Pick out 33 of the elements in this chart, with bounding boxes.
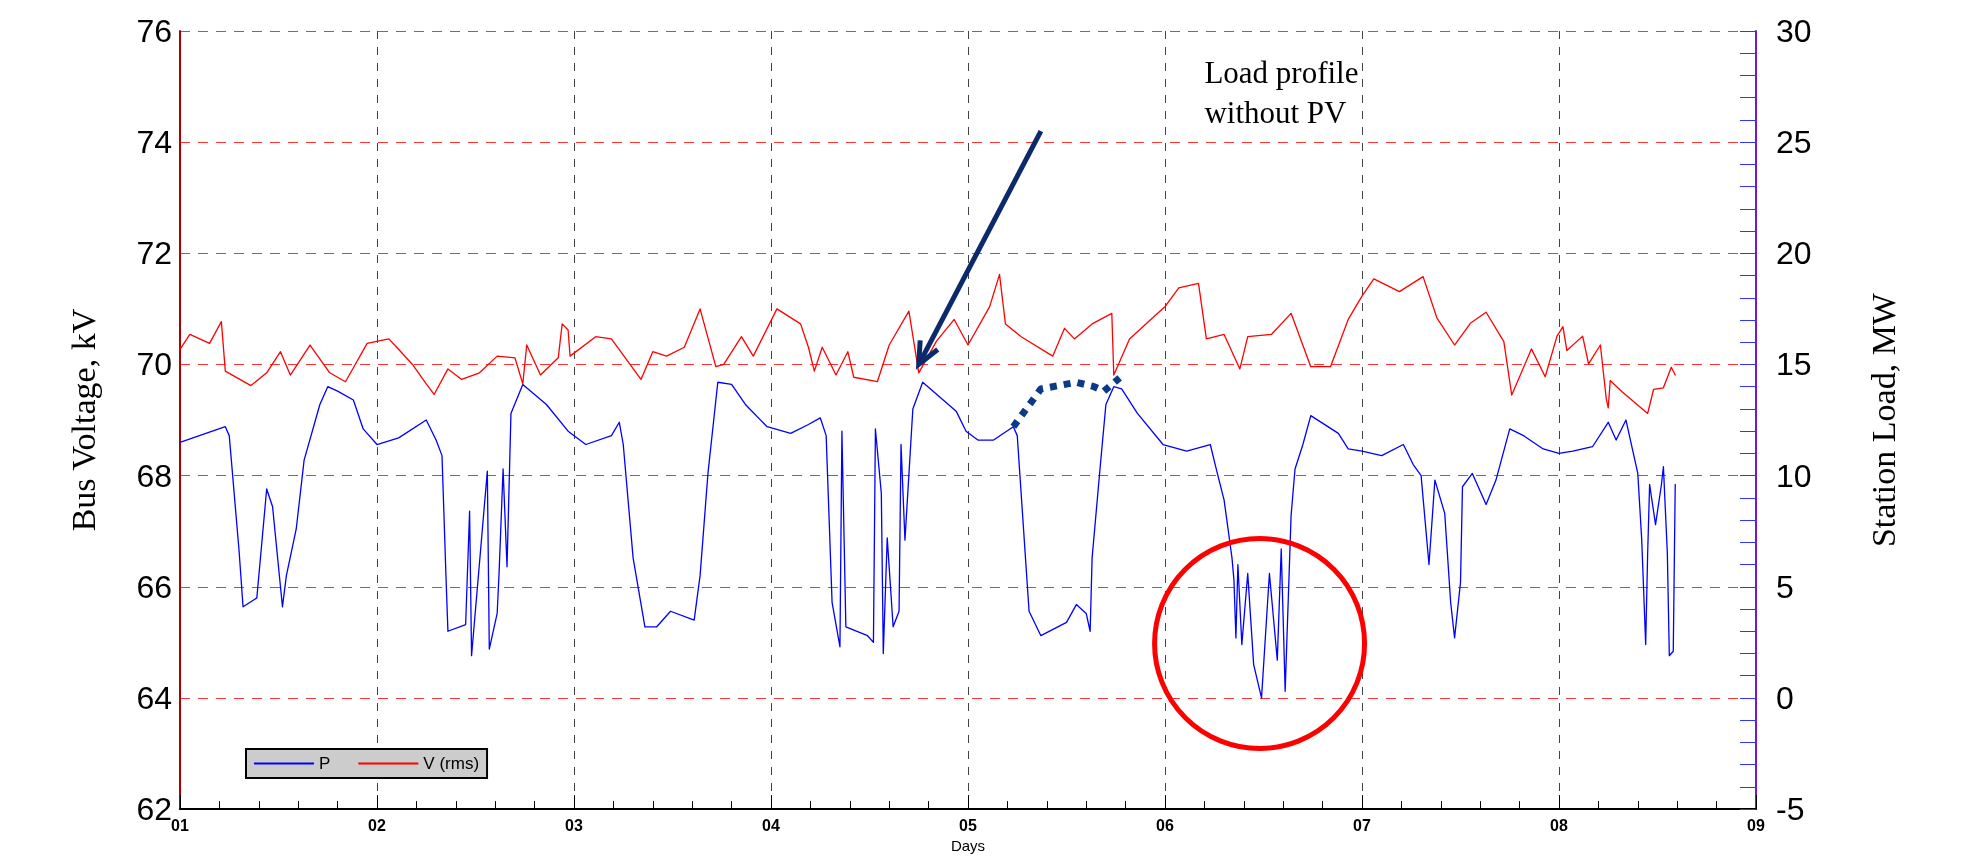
x-axis-title: Days	[950, 837, 986, 854]
y2-tick-label: 20	[1776, 235, 1812, 272]
x-tick-label: 02	[368, 816, 386, 834]
y2-tick-label: -5	[1776, 791, 1805, 828]
y-tick-label: 70	[136, 346, 172, 383]
x-tick-label: 05	[959, 816, 977, 834]
y-tick-label: 74	[136, 124, 172, 161]
y2-axis-title: Station Load, MW	[1864, 292, 1902, 548]
y2-tick-label: 10	[1776, 457, 1812, 494]
y-tick-label: 64	[136, 679, 172, 716]
x-tick-label: 08	[1550, 816, 1568, 834]
line-series	[179, 273, 1676, 415]
y-tick-label: 66	[136, 568, 172, 605]
annotation: Load profile without PV	[1204, 54, 1359, 133]
x-tick-label: 03	[565, 816, 583, 834]
x-tick-label: 06	[1156, 816, 1174, 834]
legend-label: V (rms)	[423, 754, 480, 773]
y2-tick-label: 15	[1776, 346, 1812, 383]
line-series	[179, 381, 1676, 699]
y2-tick-label: 30	[1776, 13, 1812, 49]
y2-tick-label: 5	[1776, 568, 1794, 605]
y-tick-label: 76	[136, 13, 172, 49]
y-tick-label: 68	[136, 457, 172, 494]
x-tick-label: 04	[762, 816, 780, 834]
legend-label: P	[319, 754, 331, 773]
x-tick-label: 07	[1353, 816, 1371, 834]
x-tick-label: 09	[1747, 816, 1765, 834]
y2-tick-label: 0	[1776, 679, 1794, 716]
y-axis-title: Bus Voltage, kV	[64, 308, 102, 532]
y-tick-label: 72	[136, 235, 172, 272]
y2-tick-label: 25	[1776, 124, 1812, 161]
x-tick-label: 01	[171, 816, 189, 834]
y-tick-label: 62	[136, 791, 172, 828]
